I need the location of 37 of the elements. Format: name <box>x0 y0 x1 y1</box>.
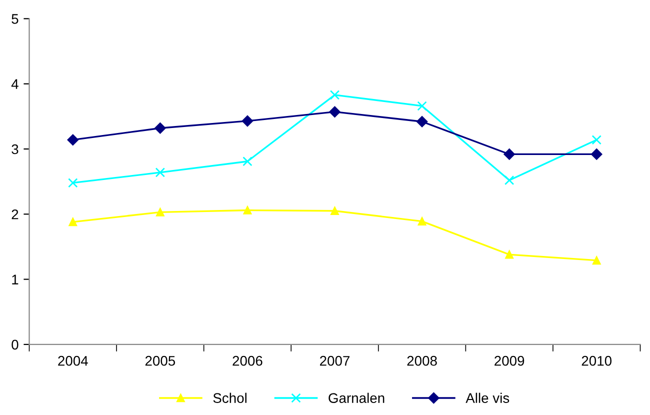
legend-label: Schol <box>213 392 246 403</box>
point <box>504 175 514 186</box>
point <box>418 217 426 226</box>
x-tick-label: 2007 <box>320 356 350 366</box>
point <box>242 115 254 127</box>
point <box>592 256 601 265</box>
x-tick-label: 2008 <box>407 356 437 366</box>
point <box>591 148 602 160</box>
y-tick-label: 3 <box>12 144 18 154</box>
point <box>68 178 78 188</box>
x-tick-label: 2004 <box>58 356 88 366</box>
x-tick-label: 2009 <box>494 356 524 366</box>
x-tick-label: 2010 <box>582 356 612 366</box>
legend-label: Alle vis <box>466 392 510 403</box>
y-tick-label: 1 <box>12 274 18 284</box>
point <box>68 218 78 226</box>
point <box>243 206 252 214</box>
point <box>330 90 340 100</box>
y-tick-label: 2 <box>12 209 18 220</box>
x-tick-label: 2005 <box>145 356 176 366</box>
x-tick-label: 2006 <box>232 356 262 366</box>
y-tick-label: 4 <box>11 79 18 89</box>
point <box>156 208 164 216</box>
point <box>155 168 166 178</box>
point <box>416 116 428 128</box>
legend-label: Garnalen <box>328 392 384 403</box>
point <box>67 134 78 146</box>
point <box>592 135 602 145</box>
y-tick-label: 0 <box>12 340 18 350</box>
point <box>154 122 166 134</box>
point <box>505 250 514 259</box>
point <box>329 106 340 118</box>
y-tick-label: 5 <box>12 14 18 24</box>
point <box>330 206 339 216</box>
point <box>417 101 427 111</box>
point <box>504 148 515 160</box>
point <box>242 156 252 166</box>
